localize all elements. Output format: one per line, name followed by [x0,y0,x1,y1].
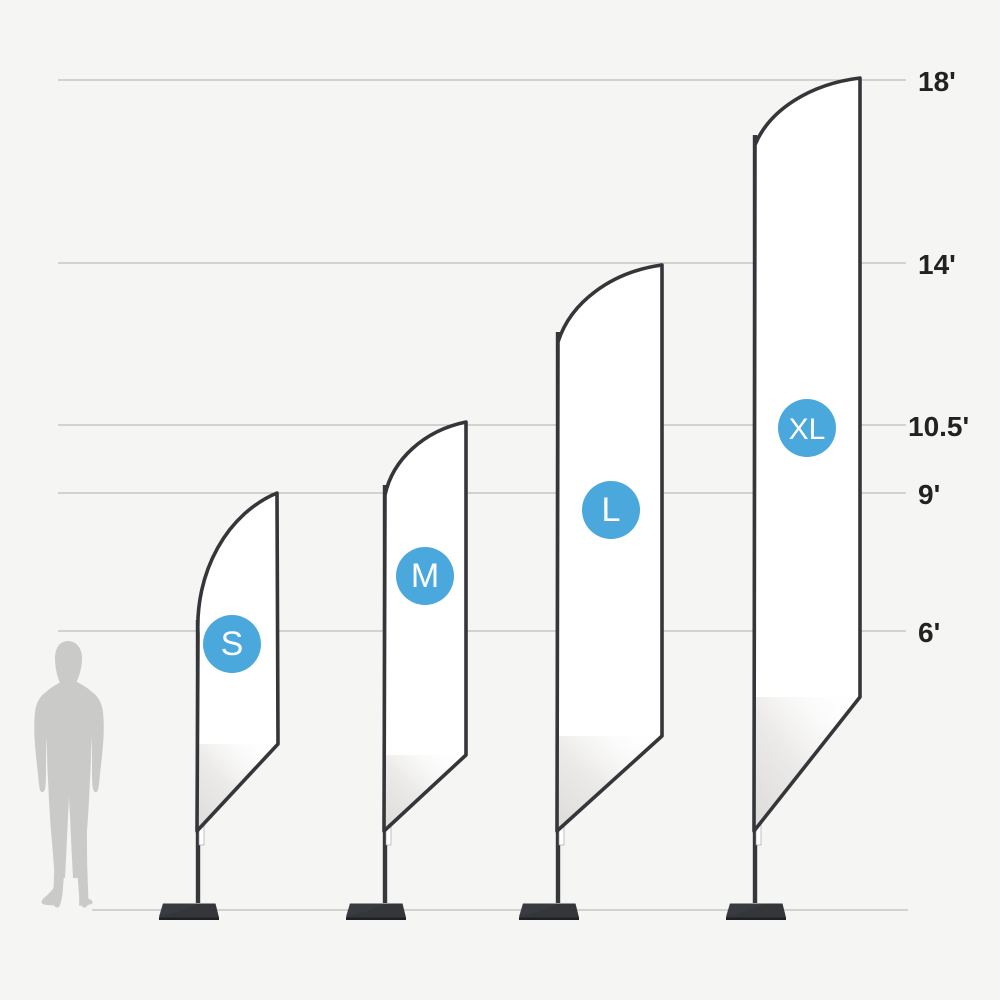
svg-text:L: L [602,491,621,529]
svg-text:XL: XL [789,413,826,446]
svg-text:10.5': 10.5' [908,411,969,442]
svg-text:M: M [411,557,439,595]
svg-text:6': 6' [918,617,940,648]
svg-text:18': 18' [918,66,956,97]
svg-text:S: S [221,625,244,663]
svg-text:9': 9' [918,479,940,510]
svg-text:14': 14' [918,249,956,280]
